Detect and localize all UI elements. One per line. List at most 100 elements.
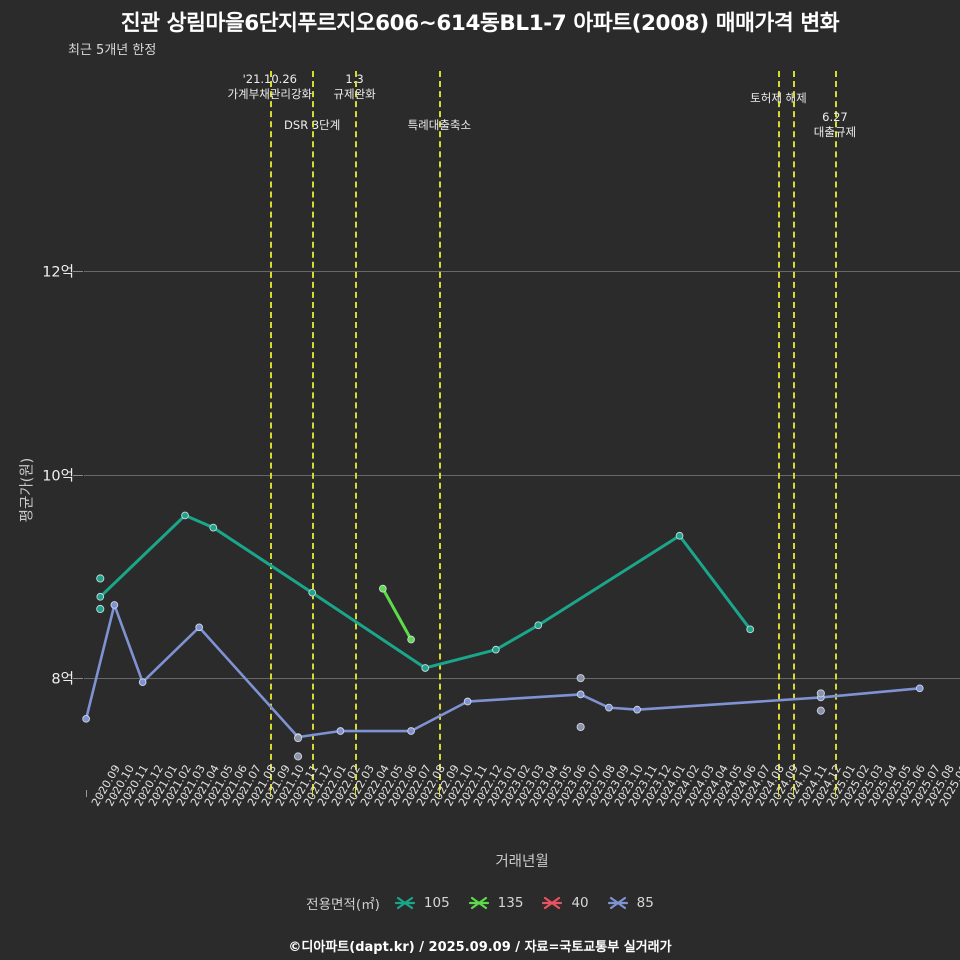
x-tick-mark: [552, 790, 554, 797]
legend-item-40[interactable]: 40: [541, 895, 589, 911]
legend-item-105[interactable]: 105: [394, 895, 450, 911]
series-point-85: [576, 690, 585, 699]
x-tick-mark: [439, 790, 441, 797]
legend-marker-icon: [468, 895, 490, 911]
x-tick-mark: [679, 790, 681, 797]
x-tick-mark: [425, 790, 427, 797]
series-point-105: [308, 588, 317, 597]
page-subtitle: 최근 5개년 한정: [68, 43, 157, 58]
y-tick-mark: [73, 271, 83, 273]
event-label-line: 1.3: [345, 72, 364, 86]
series-point-85: [915, 684, 924, 693]
event-label-line: DSR 3단계: [284, 118, 341, 132]
x-tick-mark: [566, 790, 568, 797]
x-tick-mark: [481, 790, 483, 797]
y-tick-label: 8억: [51, 671, 74, 688]
event-label: 1.3 규제완화: [333, 72, 375, 102]
legend-label: 85: [636, 895, 654, 911]
x-tick-mark: [368, 790, 370, 797]
x-tick-mark: [594, 790, 596, 797]
x-tick-mark: [637, 790, 639, 797]
x-tick-mark: [750, 790, 752, 797]
event-label-line: 규제완화: [333, 87, 376, 102]
x-tick-mark: [495, 790, 497, 797]
x-tick-mark: [665, 790, 667, 797]
x-tick-mark: [86, 790, 88, 797]
series-point-105: [492, 645, 500, 654]
x-tick-mark: [736, 790, 738, 797]
series-point-105: [96, 592, 105, 601]
x-tick-mark: [241, 790, 243, 797]
scatter-point: [294, 734, 303, 743]
x-tick-mark: [100, 790, 102, 797]
plot-area: 8억 10억 12억 '21.10.26 가계부채관리강화 DSR 3단계 1.3 규제완화…: [20, 71, 960, 870]
x-tick-mark: [693, 790, 695, 797]
legend-item-85[interactable]: 85: [607, 895, 654, 911]
event-label: 특례대출축소: [408, 118, 471, 133]
x-tick-mark: [849, 790, 851, 797]
x-tick-mark: [651, 790, 653, 797]
event-vline: [792, 71, 795, 790]
scatter-point: [294, 752, 303, 761]
legend-marker-icon: [607, 895, 629, 911]
x-tick-mark: [467, 790, 469, 797]
legend: 전용면적(㎡) 105 135 40 85: [0, 893, 960, 913]
x-axis-label: 거래년월: [495, 854, 549, 870]
event-label-line: 특례대출축소: [407, 118, 472, 132]
series-point-105: [209, 523, 218, 532]
x-tick-mark: [382, 790, 384, 797]
x-tick-mark: [510, 790, 511, 797]
scatter-point: [576, 722, 585, 731]
series-point-85: [195, 623, 204, 632]
x-tick-mark: [764, 790, 766, 797]
legend-item-135[interactable]: 135: [468, 895, 524, 911]
x-tick-mark: [185, 790, 187, 797]
y-tick-label: 12억: [42, 264, 74, 281]
x-tick-mark: [580, 790, 582, 797]
event-label-line: 가계부채관리강화: [227, 87, 313, 102]
gridline: [84, 474, 960, 476]
series-line-85: [84, 603, 922, 739]
scatter-point: [576, 674, 585, 683]
series-point-85: [463, 697, 472, 706]
x-tick-mark: [340, 790, 342, 797]
series-point-135: [378, 584, 387, 593]
x-tick-mark: [396, 790, 398, 797]
legend-title: 전용면적(㎡): [306, 897, 380, 913]
series-point-85: [633, 705, 642, 714]
x-tick-mark: [707, 790, 709, 797]
x-tick-mark: [820, 790, 822, 797]
series-point-105: [421, 664, 430, 672]
page-title: 진관 상림마을6단지푸르지오606~614동BL1-7 아파트(2008) 매매…: [120, 11, 840, 36]
y-tick-mark: [73, 678, 83, 680]
series-layer: [82, 511, 924, 761]
series-point-85: [407, 727, 415, 735]
x-tick-mark: [128, 790, 130, 797]
x-tick-mark: [891, 790, 893, 797]
event-label-line: 6.27: [822, 110, 848, 124]
series-point-85: [110, 601, 119, 609]
x-tick-mark: [142, 790, 144, 797]
series-point-105: [181, 511, 189, 520]
x-tick-mark: [721, 790, 723, 797]
x-tick-mark: [538, 790, 540, 797]
series-point-85: [605, 703, 613, 712]
x-tick-mark: [199, 790, 201, 797]
x-tick-mark: [806, 790, 808, 797]
legend-label: 135: [497, 895, 524, 911]
event-label: DSR 3단계: [284, 118, 340, 133]
event-vline: [778, 71, 781, 790]
x-tick-mark: [877, 790, 879, 797]
x-tick-mark: [156, 790, 158, 797]
y-tick-mark: [73, 474, 83, 476]
scatter-point: [816, 706, 825, 715]
gridline: [84, 678, 960, 680]
x-tick-mark: [312, 790, 314, 797]
y-axis-label: 평균가(원): [19, 457, 36, 523]
series-point-105: [534, 621, 543, 630]
x-tick-mark: [623, 790, 625, 797]
x-tick-mark: [905, 790, 907, 797]
event-label: '21.10.26 가계부채관리강화: [227, 72, 312, 102]
x-tick-mark: [608, 790, 610, 797]
